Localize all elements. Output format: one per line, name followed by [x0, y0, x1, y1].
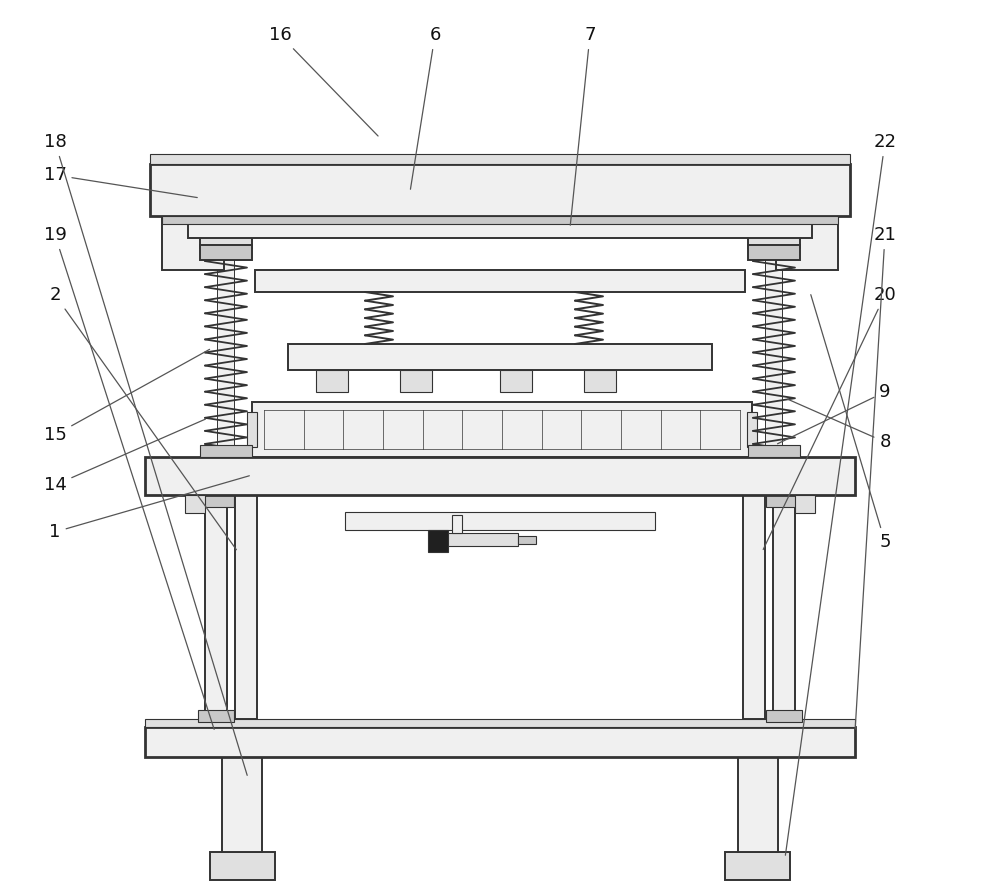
Text: 7: 7: [570, 26, 596, 225]
Text: 14: 14: [44, 419, 205, 494]
Bar: [198, 710, 234, 722]
Bar: [345, 512, 655, 530]
Bar: [738, 757, 778, 852]
Bar: [222, 757, 262, 852]
Bar: [448, 533, 518, 546]
Bar: [210, 852, 275, 880]
Bar: [748, 245, 800, 260]
Bar: [247, 412, 257, 447]
Bar: [235, 494, 257, 719]
Bar: [145, 719, 855, 727]
Text: 21: 21: [855, 226, 896, 729]
Text: 8: 8: [788, 399, 891, 451]
Bar: [200, 445, 252, 457]
Text: 16: 16: [269, 26, 378, 136]
Bar: [205, 494, 227, 719]
Bar: [748, 218, 800, 248]
Bar: [743, 494, 765, 719]
Bar: [316, 370, 348, 392]
Text: 6: 6: [410, 26, 441, 190]
Bar: [255, 270, 745, 292]
Text: 9: 9: [778, 383, 891, 444]
Text: 19: 19: [44, 226, 214, 729]
Bar: [145, 457, 855, 495]
Bar: [518, 536, 536, 544]
Bar: [725, 852, 790, 880]
Text: 18: 18: [44, 133, 247, 775]
Bar: [795, 495, 815, 513]
Bar: [428, 530, 448, 552]
Bar: [198, 495, 234, 507]
Text: 15: 15: [44, 350, 210, 444]
Bar: [288, 344, 712, 370]
Bar: [217, 248, 234, 457]
Bar: [760, 178, 788, 218]
Bar: [747, 412, 757, 447]
Bar: [145, 727, 855, 757]
Bar: [162, 216, 838, 224]
Bar: [200, 245, 252, 260]
Bar: [773, 494, 795, 719]
Text: 2: 2: [49, 286, 236, 550]
Text: 22: 22: [785, 133, 896, 855]
Bar: [150, 164, 850, 216]
Text: 17: 17: [44, 166, 197, 198]
Bar: [584, 370, 616, 392]
Text: 20: 20: [763, 286, 896, 549]
Bar: [452, 515, 462, 533]
Bar: [500, 370, 532, 392]
Bar: [765, 248, 782, 457]
Bar: [200, 218, 252, 248]
Bar: [400, 370, 432, 392]
Bar: [188, 216, 812, 238]
Bar: [212, 178, 240, 218]
Bar: [185, 495, 205, 513]
Text: 1: 1: [49, 476, 249, 541]
Bar: [766, 710, 802, 722]
Bar: [766, 495, 802, 507]
Bar: [150, 154, 850, 164]
Bar: [748, 445, 800, 457]
Bar: [776, 198, 838, 270]
Bar: [252, 402, 752, 457]
Bar: [162, 198, 224, 270]
Text: 5: 5: [811, 295, 891, 551]
